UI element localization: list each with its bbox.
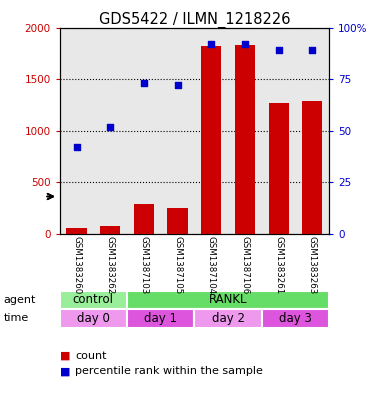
Point [309,47,315,53]
Bar [262,309,329,328]
Text: ■: ■ [60,366,74,376]
Text: percentile rank within the sample: percentile rank within the sample [75,366,263,376]
Bar [60,309,127,328]
Point [208,41,214,47]
Text: agent: agent [4,295,36,305]
Text: day 1: day 1 [144,312,177,325]
Text: count: count [75,351,107,361]
Text: GSM1383262: GSM1383262 [106,236,115,294]
Bar [167,208,188,234]
Text: RANKL: RANKL [209,293,248,306]
Text: day 0: day 0 [77,312,110,325]
Text: GSM1383260: GSM1383260 [72,236,81,294]
Bar [66,228,87,234]
Text: control: control [73,293,114,306]
Text: GSM1387103: GSM1387103 [139,236,148,294]
Bar [60,291,127,309]
Text: GSM1387104: GSM1387104 [207,236,216,294]
Bar [194,309,262,328]
Bar [235,45,255,234]
Text: GSM1383263: GSM1383263 [308,236,317,294]
Bar [127,291,329,309]
Text: GSM1387105: GSM1387105 [173,236,182,294]
Text: GSM1383261: GSM1383261 [274,236,283,294]
Point [242,41,248,47]
Bar [127,309,194,328]
Text: time: time [4,313,29,323]
Bar [302,101,323,234]
Text: GSM1387106: GSM1387106 [241,236,249,294]
Point [107,123,113,130]
Text: day 2: day 2 [212,312,244,325]
Point [174,82,181,88]
Point [141,80,147,86]
Bar [134,204,154,234]
Bar [100,226,120,234]
Title: GDS5422 / ILMN_1218226: GDS5422 / ILMN_1218226 [99,11,290,28]
Point [276,47,282,53]
Bar [269,103,289,234]
Text: ■: ■ [60,351,74,361]
Point [74,144,80,150]
Text: day 3: day 3 [279,312,312,325]
Bar [201,46,221,234]
